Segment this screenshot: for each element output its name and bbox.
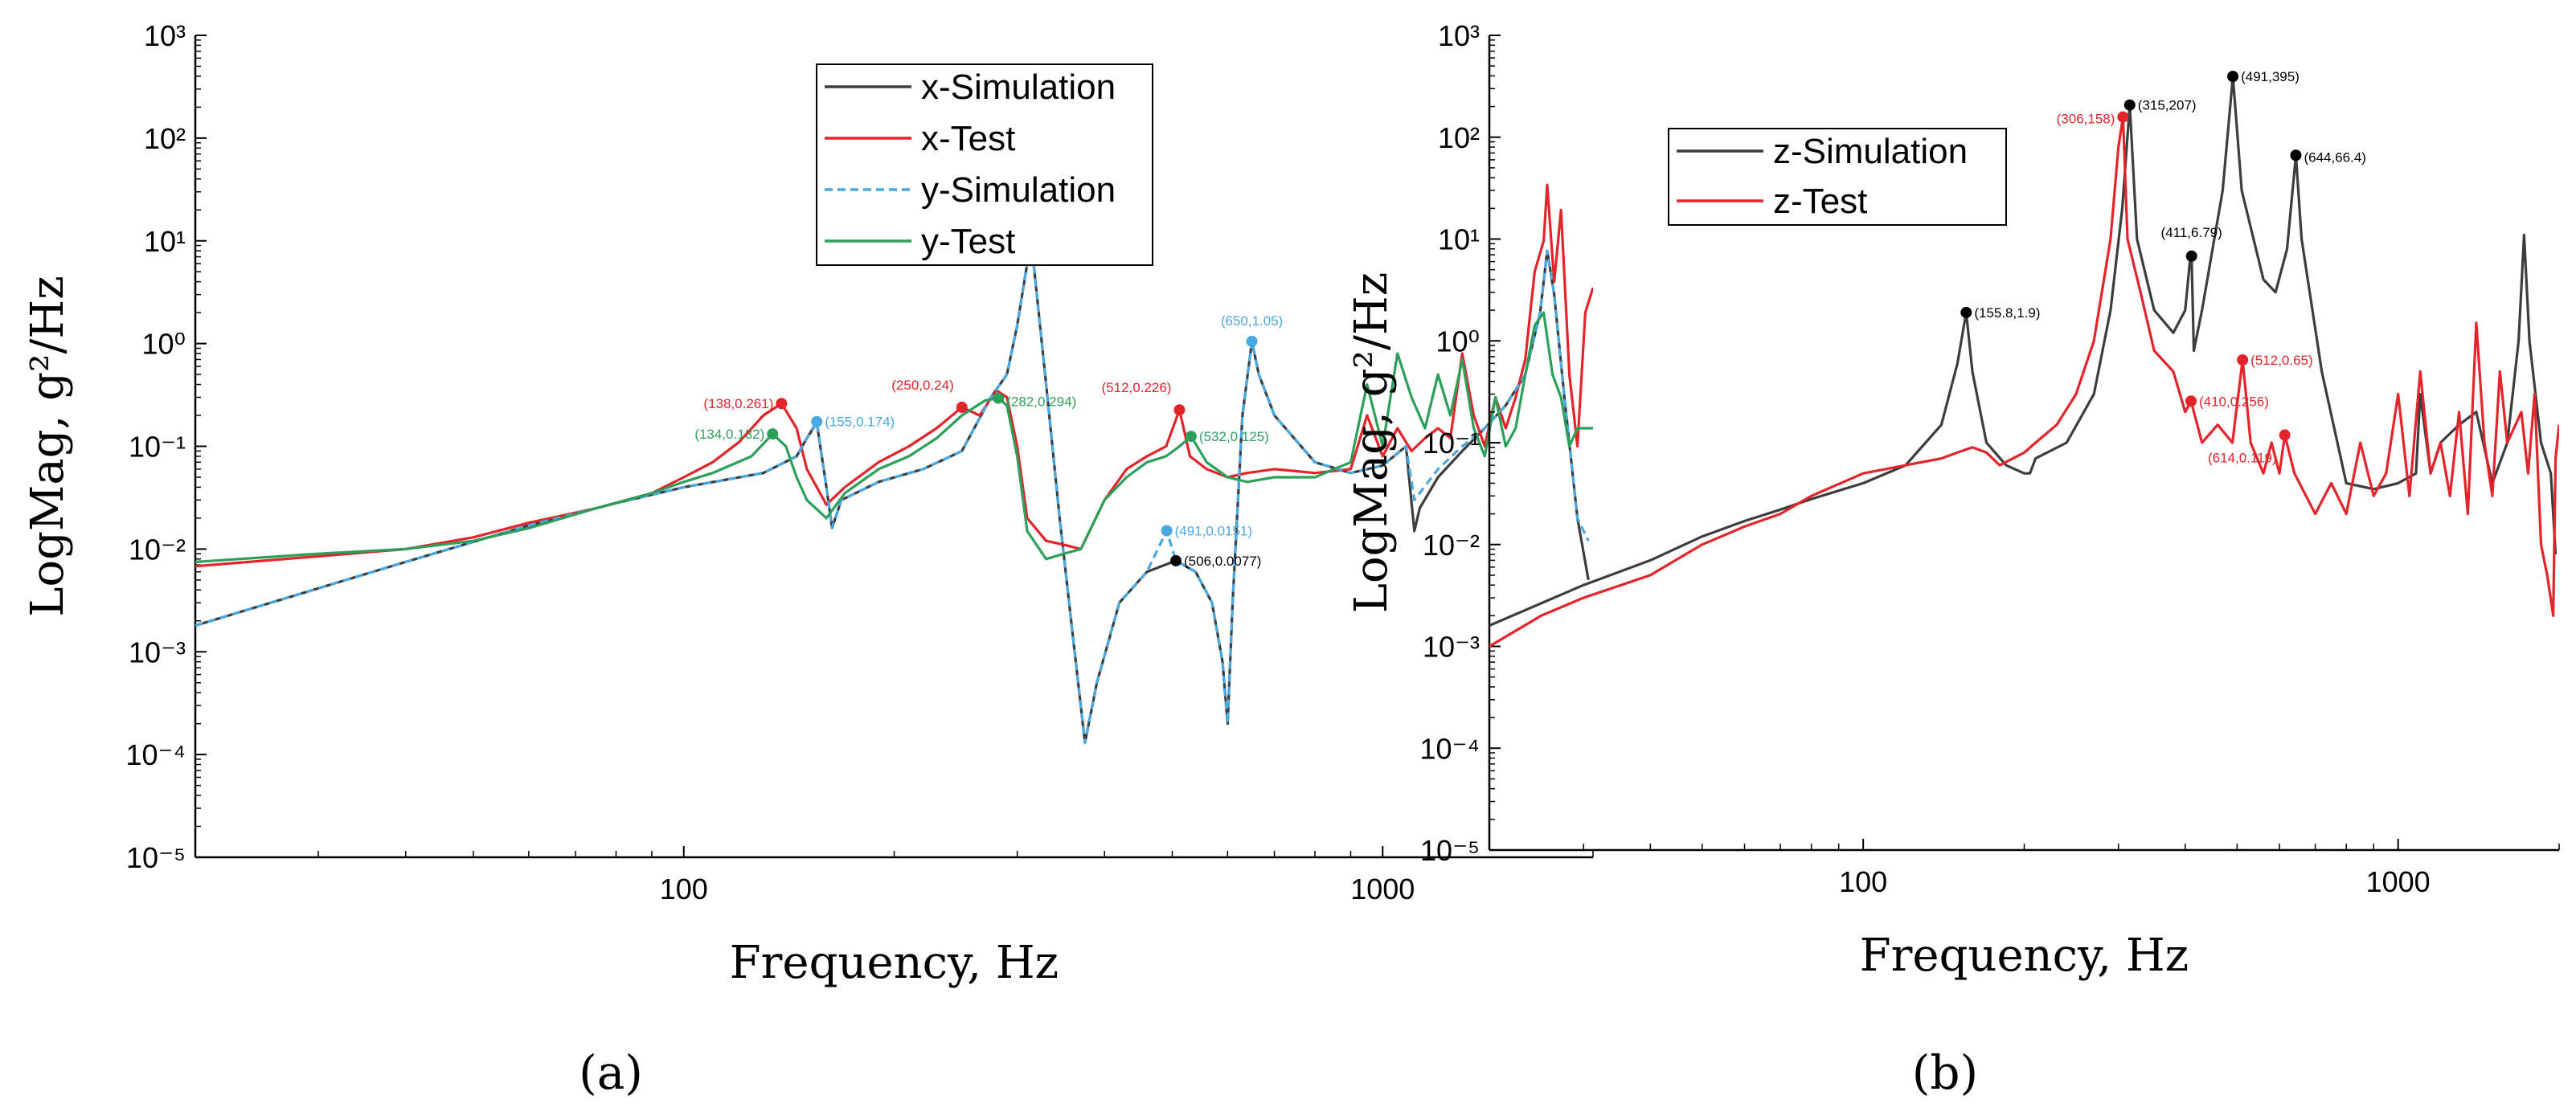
x-axis-title: Frequency, Hz — [1860, 930, 2189, 982]
legend-entry: y-Simulation — [921, 170, 1116, 210]
peak-marker — [993, 392, 1005, 404]
y-tick-label: 10¹ — [144, 225, 186, 258]
peak-annotation: (134,0.132) — [694, 427, 764, 442]
peak-annotation: (512,0.65) — [2250, 353, 2313, 368]
peak-annotation: (532,0.125) — [1199, 429, 1269, 444]
y-tick-label: 10³ — [1438, 19, 1480, 52]
peak-marker — [1185, 431, 1197, 443]
peak-marker — [811, 415, 823, 427]
peak-marker — [1173, 404, 1186, 416]
peak-annotation: (512,0.226) — [1102, 380, 1172, 395]
peak-annotation: (506,0.0077) — [1184, 554, 1261, 569]
legend-entry: x-Test — [921, 119, 1015, 158]
y-axis-title: LogMag, g²/Hz — [22, 276, 74, 616]
chart-panel-b: 10⁻⁵ 10⁻⁴ 10⁻³ 10⁻² 10⁻¹ 10⁰ 10¹ 10² 10³ 100 1000 F… — [1345, 19, 2560, 1100]
peak-marker — [2279, 429, 2291, 441]
x-tick-label: 1000 — [2366, 865, 2431, 898]
legend-box — [816, 63, 1153, 266]
panel-label: (b) — [1912, 1045, 1978, 1100]
x-axis-title: Frequency, Hz — [730, 937, 1059, 989]
peak-annotation: (491,0.0151) — [1175, 523, 1252, 538]
legend-entry: z-Simulation — [1773, 132, 1968, 171]
y-tick-label: 10⁻³ — [1423, 631, 1480, 664]
peak-annotation: (650,1.05) — [1221, 313, 1284, 329]
peak-annotation: (315,207) — [2138, 98, 2197, 113]
peak-marker — [1170, 554, 1182, 566]
peak-marker — [2123, 99, 2136, 111]
y-tick-label: 10⁻⁵ — [126, 841, 186, 874]
peak-annotation: (411,6.79) — [2161, 225, 2222, 240]
y-tick-label: 10⁻² — [1423, 529, 1480, 562]
y-tick-label: 10⁻⁴ — [1419, 732, 1480, 765]
peak-marker — [956, 401, 968, 413]
legend: z-Simulation z-Test — [1668, 128, 2007, 226]
peak-annotation: (250,0.24) — [891, 378, 954, 393]
peak-marker — [2227, 71, 2239, 83]
peak-annotation: (138,0.261) — [703, 396, 773, 411]
peak-annotation: (614,0.119) — [2208, 450, 2277, 465]
peak-marker — [1246, 335, 1258, 347]
peak-annotation: (155,0.174) — [825, 415, 895, 430]
peak-marker — [2290, 149, 2302, 161]
legend-box — [1668, 128, 2007, 226]
legend-entry: y-Test — [921, 222, 1015, 261]
x-tick-label: 1000 — [1350, 873, 1415, 905]
y-tick-label: 10⁻¹ — [1423, 427, 1480, 460]
peak-annotation: (155.8,1.9) — [1974, 305, 2040, 321]
y-tick-label: 10³ — [144, 19, 186, 52]
peak-marker — [1960, 306, 1972, 318]
chart-panel-a: 10⁻⁵ 10⁻⁴ 10⁻³ 10⁻² 10⁻¹ 10⁰ 10¹ 10² 10³ 100 1000 F… — [22, 19, 1594, 1100]
peak-annotation: (282,0.294) — [1006, 394, 1076, 410]
x-tick-label: 100 — [1839, 865, 1887, 898]
legend-entry: x-Simulation — [921, 67, 1116, 107]
series-line-y-simulation — [195, 246, 1590, 745]
peak-marker — [2185, 250, 2197, 262]
y-tick-label: 10⁰ — [142, 328, 186, 361]
peak-marker — [2237, 354, 2249, 366]
peak-marker — [1161, 525, 1173, 537]
peak-marker — [2117, 111, 2129, 123]
panel-label: (a) — [579, 1045, 643, 1100]
y-axis-title: LogMag, g²/Hz — [1345, 272, 1398, 613]
x-tick-label: 100 — [660, 873, 708, 905]
y-tick-label: 10⁰ — [1436, 325, 1480, 358]
y-tick-label: 10⁻⁴ — [125, 738, 186, 771]
peak-marker — [776, 398, 788, 410]
legend: x-Simulation x-Test y-Simulation y-Test — [816, 63, 1153, 266]
peak-annotation: (491,395) — [2241, 69, 2300, 84]
peak-marker — [2185, 395, 2197, 407]
legend-entry: z-Test — [1773, 182, 1867, 221]
y-tick-label: 10² — [1438, 121, 1480, 154]
peak-annotation: (306,158) — [2057, 112, 2115, 127]
series-line-z-simulation — [1489, 75, 2558, 627]
y-tick-label: 10⁻⁵ — [1420, 834, 1480, 867]
peak-annotation: (410,0.256) — [2199, 394, 2269, 409]
y-tick-label: 10¹ — [1438, 223, 1480, 256]
y-tick-label: 10² — [144, 122, 186, 155]
y-tick-label: 10⁻² — [129, 533, 186, 566]
y-tick-label: 10⁻³ — [129, 636, 186, 668]
y-tick-label: 10⁻¹ — [129, 431, 186, 464]
series-line-x-simulation — [195, 246, 1590, 745]
series-line-z-test — [1489, 116, 2559, 648]
peak-marker — [767, 428, 779, 440]
series-line-x-test — [195, 183, 1593, 568]
peak-annotation: (644,66.4) — [2304, 149, 2366, 165]
